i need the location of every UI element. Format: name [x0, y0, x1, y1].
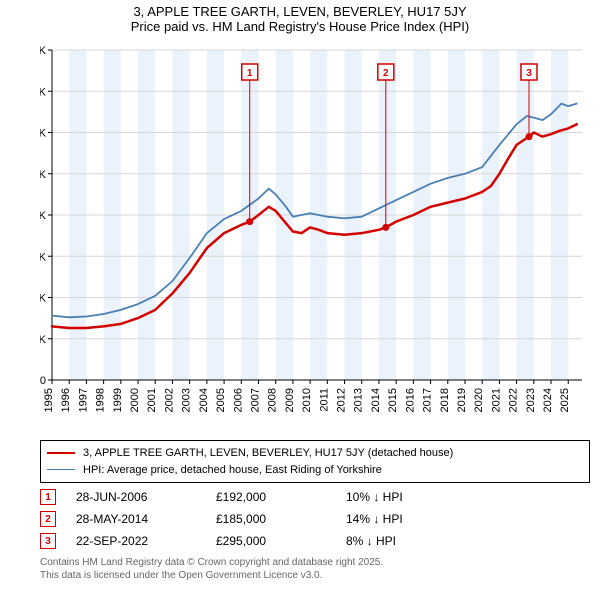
legend-row-property: 3, APPLE TREE GARTH, LEVEN, BEVERLEY, HU…	[47, 445, 583, 462]
svg-text:£150K: £150K	[40, 251, 47, 263]
chart-title-subtitle: Price paid vs. HM Land Registry's House …	[0, 19, 600, 34]
svg-text:2: 2	[383, 68, 389, 79]
svg-text:2024: 2024	[542, 388, 554, 412]
svg-text:2006: 2006	[232, 388, 244, 412]
svg-text:2014: 2014	[370, 388, 382, 412]
sale-marker-3-num: 3	[45, 536, 51, 547]
sale-row-1: 1 28-JUN-2006 £192,000 10% ↓ HPI	[40, 486, 590, 508]
svg-text:1998: 1998	[95, 388, 107, 412]
chart-title-address: 3, APPLE TREE GARTH, LEVEN, BEVERLEY, HU…	[0, 4, 600, 19]
svg-text:2009: 2009	[284, 388, 296, 412]
svg-text:2016: 2016	[404, 388, 416, 412]
chart-title-block: 3, APPLE TREE GARTH, LEVEN, BEVERLEY, HU…	[0, 0, 600, 36]
svg-text:£100K: £100K	[40, 293, 47, 305]
sale-marker-2-num: 2	[45, 514, 51, 525]
svg-text:2023: 2023	[525, 388, 537, 412]
sale-date-1: 28-JUN-2006	[76, 490, 196, 504]
sale-delta-1: 10% ↓ HPI	[346, 490, 466, 504]
svg-text:1997: 1997	[77, 388, 89, 412]
sale-row-3: 3 22-SEP-2022 £295,000 8% ↓ HPI	[40, 530, 590, 552]
chart-container: 3, APPLE TREE GARTH, LEVEN, BEVERLEY, HU…	[0, 0, 600, 590]
svg-text:2001: 2001	[146, 388, 158, 412]
svg-text:2013: 2013	[353, 388, 365, 412]
sale-marker-3: 3	[40, 533, 56, 549]
svg-text:1995: 1995	[43, 388, 55, 412]
svg-text:2002: 2002	[163, 388, 175, 412]
chart-plot-area: £0 £50K £100K £150K £200K £250K £300K £350K £400…	[40, 42, 590, 422]
svg-text:£250K: £250K	[40, 169, 47, 181]
sale-price-1: £192,000	[216, 490, 326, 504]
svg-text:2004: 2004	[198, 388, 210, 412]
legend-swatch-hpi	[47, 469, 75, 470]
svg-text:£300K: £300K	[40, 128, 47, 140]
svg-text:2012: 2012	[336, 388, 348, 412]
svg-text:£400K: £400K	[40, 45, 47, 57]
sales-table: 1 28-JUN-2006 £192,000 10% ↓ HPI 2 28-MA…	[40, 486, 590, 552]
legend-swatch-property	[47, 452, 75, 454]
sale-price-3: £295,000	[216, 534, 326, 548]
chart-footer: Contains HM Land Registry data © Crown c…	[40, 556, 590, 582]
sale-delta-3: 8% ↓ HPI	[346, 534, 466, 548]
legend-row-hpi: HPI: Average price, detached house, East…	[47, 462, 583, 479]
sale-marker-2: 2	[40, 511, 56, 527]
svg-text:£50K: £50K	[40, 334, 47, 346]
sale-row-2: 2 28-MAY-2014 £185,000 14% ↓ HPI	[40, 508, 590, 530]
svg-text:2021: 2021	[490, 388, 502, 412]
legend-label-property: 3, APPLE TREE GARTH, LEVEN, BEVERLEY, HU…	[83, 445, 453, 462]
svg-text:£200K: £200K	[40, 210, 47, 222]
svg-text:2022: 2022	[508, 388, 520, 412]
sale-marker-1-num: 1	[45, 492, 51, 503]
svg-text:2010: 2010	[301, 388, 313, 412]
chart-svg: £0 £50K £100K £150K £200K £250K £300K £350K £400…	[40, 42, 590, 422]
sale-marker-1: 1	[40, 489, 56, 505]
footer-line-1: Contains HM Land Registry data © Crown c…	[40, 556, 590, 569]
svg-text:2003: 2003	[181, 388, 193, 412]
svg-text:2005: 2005	[215, 388, 227, 412]
legend-label-hpi: HPI: Average price, detached house, East…	[83, 462, 382, 479]
svg-text:2008: 2008	[267, 388, 279, 412]
svg-text:1996: 1996	[60, 388, 72, 412]
sale-date-2: 28-MAY-2014	[76, 512, 196, 526]
svg-text:3: 3	[526, 68, 532, 79]
svg-text:£350K: £350K	[40, 86, 47, 98]
legend-box: 3, APPLE TREE GARTH, LEVEN, BEVERLEY, HU…	[40, 440, 590, 483]
svg-text:2018: 2018	[439, 388, 451, 412]
svg-text:2007: 2007	[249, 388, 261, 412]
footer-line-2: This data is licensed under the Open Gov…	[40, 569, 590, 582]
svg-text:1999: 1999	[112, 388, 124, 412]
svg-text:1: 1	[247, 68, 253, 79]
sale-price-2: £185,000	[216, 512, 326, 526]
svg-text:2020: 2020	[473, 388, 485, 412]
sale-date-3: 22-SEP-2022	[76, 534, 196, 548]
svg-text:2019: 2019	[456, 388, 468, 412]
svg-text:2011: 2011	[318, 388, 330, 412]
svg-text:2017: 2017	[422, 388, 434, 412]
svg-text:£0: £0	[40, 375, 46, 387]
svg-text:2000: 2000	[129, 388, 141, 412]
sale-delta-2: 14% ↓ HPI	[346, 512, 466, 526]
svg-text:2015: 2015	[387, 388, 399, 412]
svg-text:2025: 2025	[559, 388, 571, 412]
